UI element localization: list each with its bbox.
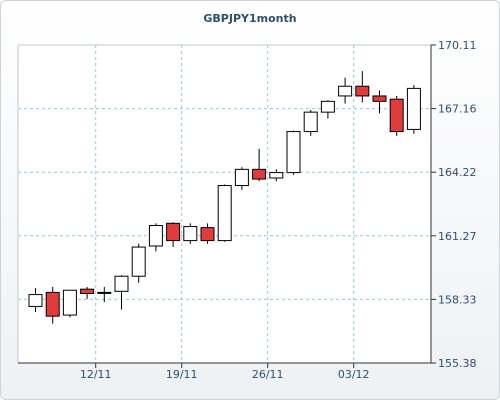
- candle-body: [114, 275, 129, 292]
- candle-body: [217, 185, 232, 242]
- candle: [303, 109, 318, 136]
- candle: [131, 243, 146, 283]
- candle-body: [97, 291, 112, 294]
- candle: [320, 100, 335, 119]
- candle-body: [80, 288, 95, 294]
- chart-title: GBPJPY1month: [203, 12, 296, 25]
- candle: [269, 169, 284, 182]
- candles: [28, 71, 421, 324]
- candle-body: [372, 95, 387, 102]
- candle: [355, 71, 370, 103]
- candle: [183, 223, 198, 244]
- candle-body: [45, 291, 60, 317]
- candle-body: [389, 98, 404, 133]
- candle-body: [303, 111, 318, 133]
- candle: [200, 223, 215, 244]
- candle-body: [286, 131, 301, 174]
- candle: [62, 289, 77, 318]
- candle-body: [406, 87, 421, 130]
- candle-body: [338, 85, 353, 97]
- x-tick-label: 19/11: [166, 368, 198, 381]
- candle: [372, 90, 387, 114]
- candle: [389, 95, 404, 136]
- x-tick-label: 03/12: [338, 368, 370, 381]
- candle-body: [62, 289, 77, 316]
- y-tick-label: 158.33: [438, 293, 477, 306]
- candle: [97, 287, 112, 303]
- candle-body: [183, 226, 198, 242]
- y-tick-label: 170.11: [438, 39, 477, 52]
- candle: [406, 85, 421, 134]
- y-tick-label: 161.27: [438, 230, 477, 243]
- candle-body: [252, 168, 267, 180]
- y-tick-label: 167.16: [438, 103, 477, 116]
- candle-body: [355, 85, 370, 97]
- candle-body: [320, 100, 335, 113]
- candle: [45, 287, 60, 324]
- x-tick-label: 12/11: [80, 368, 112, 381]
- candle-body: [200, 227, 215, 242]
- candle-body: [131, 246, 146, 277]
- candle: [28, 288, 43, 312]
- candle: [80, 287, 95, 299]
- candle-body: [28, 294, 43, 307]
- y-tick-label: 155.38: [438, 357, 477, 370]
- candle: [286, 130, 301, 175]
- candle-body: [269, 172, 284, 179]
- candle: [234, 167, 249, 190]
- candle-body: [148, 224, 163, 247]
- candle: [148, 223, 163, 252]
- candle-body: [234, 168, 249, 187]
- y-tick-label: 164.22: [438, 166, 477, 179]
- candle: [114, 275, 129, 310]
- candle: [217, 184, 232, 242]
- tick-labels: 170.11 167.16 164.22 161.27 158.33 155.38 12/1…: [80, 39, 477, 381]
- candle-body: [166, 222, 181, 242]
- axes: [17, 44, 436, 368]
- candle: [252, 148, 267, 182]
- candle: [338, 77, 353, 104]
- candle: [166, 222, 181, 248]
- x-tick-label: 26/11: [252, 368, 284, 381]
